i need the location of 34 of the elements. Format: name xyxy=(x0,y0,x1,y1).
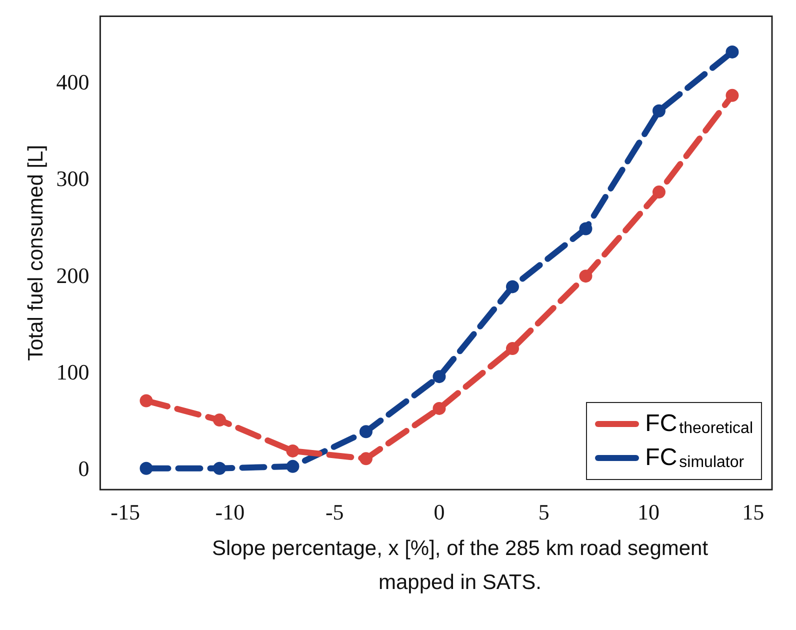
legend-label: FC$_{simulator}$ xyxy=(645,444,744,472)
point xyxy=(286,460,300,473)
legend-label: FC$_{theoretical}$ xyxy=(645,410,753,438)
point xyxy=(212,414,226,427)
point xyxy=(652,104,666,118)
y-tick-label: 0 xyxy=(78,456,90,482)
x-tick-label: -10 xyxy=(215,500,245,525)
point xyxy=(506,342,519,356)
point xyxy=(579,270,592,283)
point xyxy=(212,462,226,475)
point xyxy=(359,452,372,466)
x-tick-label: -15 xyxy=(110,500,140,525)
x-axis-title: Slope percentage, x [%], of the 285 km road segment mapped in SATS. xyxy=(210,536,710,596)
y-axis-title: Total fuel consumed [L] xyxy=(24,144,48,361)
point xyxy=(140,462,153,475)
x-tick-label: 10 xyxy=(638,500,660,525)
point xyxy=(432,402,446,415)
point xyxy=(726,88,739,102)
point xyxy=(506,280,519,294)
y-tick-label: 300 xyxy=(56,166,90,192)
y-tick-label: 200 xyxy=(56,262,90,288)
point xyxy=(579,222,592,236)
y-tick-label: 400 xyxy=(56,70,90,95)
point xyxy=(726,45,739,58)
point xyxy=(652,186,666,199)
y-tick-label: 100 xyxy=(56,359,90,384)
point xyxy=(359,425,372,438)
x-tick-label: 0 xyxy=(434,500,445,525)
point xyxy=(286,444,300,458)
x-tick-label: 5 xyxy=(538,500,550,525)
point xyxy=(432,370,446,384)
point xyxy=(140,394,153,408)
x-tick-label: -5 xyxy=(325,500,344,525)
x-tick-label: 15 xyxy=(742,500,764,525)
